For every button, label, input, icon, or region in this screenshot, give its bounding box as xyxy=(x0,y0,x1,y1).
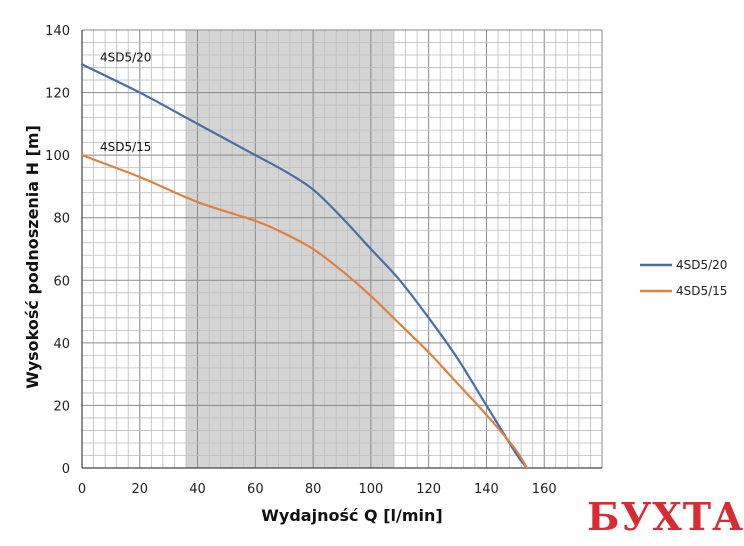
y-tick-label: 100 xyxy=(45,149,70,164)
x-tick-label: 20 xyxy=(132,482,149,497)
grid-layer xyxy=(81,29,603,469)
series-line-1 xyxy=(80,154,528,470)
x-tick-label: 60 xyxy=(247,482,264,497)
y-tick-label: 120 xyxy=(45,87,70,102)
x-axis-title: Wydajność Q [l/min] xyxy=(261,506,442,525)
y-axis-title: Wysokość podnoszenia H [m] xyxy=(23,125,42,389)
series-label-4sd5-20: 4SD5/20 xyxy=(100,50,151,64)
y-tick-label: 0 xyxy=(62,462,70,477)
y-tick-label: 20 xyxy=(53,399,70,414)
series-layer xyxy=(80,63,528,470)
y-tick-label: 40 xyxy=(53,337,70,352)
x-tick-label: 80 xyxy=(305,482,322,497)
y-tick-label: 80 xyxy=(53,212,70,227)
legend: 4SD5/20 4SD5/15 xyxy=(640,258,727,298)
x-tick-label: 140 xyxy=(474,482,499,497)
x-tick-label: 160 xyxy=(532,482,557,497)
y-tick-label: 60 xyxy=(53,274,70,289)
x-tick-label: 0 xyxy=(78,482,86,497)
series-label-4sd5-15: 4SD5/15 xyxy=(100,140,151,154)
watermark-logo: БУХТА xyxy=(587,494,744,539)
x-tick-label: 40 xyxy=(189,482,206,497)
x-tick-label: 100 xyxy=(358,482,383,497)
x-tick-label: 120 xyxy=(416,482,441,497)
axis-layer: 0 20 40 60 80 100 120 140 160 0 20 40 60 80 100 120 140 xyxy=(45,24,602,497)
series-line-0 xyxy=(80,63,528,470)
y-tick-label: 140 xyxy=(45,24,70,39)
legend-label-4sd5-20: 4SD5/20 xyxy=(676,258,727,272)
legend-label-4sd5-15: 4SD5/15 xyxy=(676,284,727,298)
